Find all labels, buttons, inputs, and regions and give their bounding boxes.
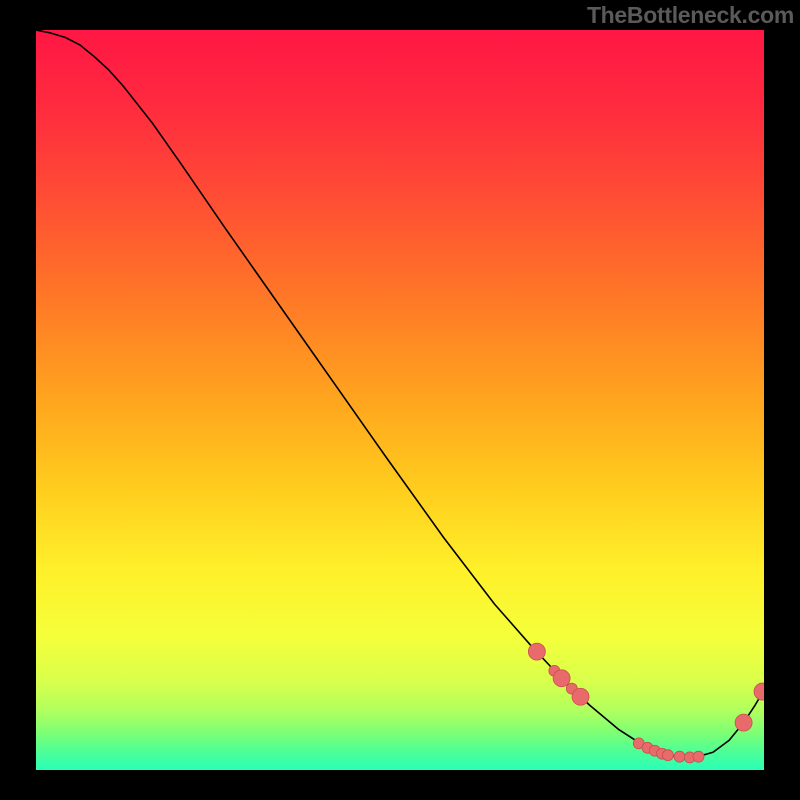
data-marker (674, 751, 685, 762)
bottleneck-chart (0, 0, 800, 800)
data-marker (754, 683, 771, 700)
data-marker (553, 670, 570, 687)
data-marker (662, 750, 673, 761)
data-marker (735, 714, 752, 731)
data-marker (572, 688, 589, 705)
watermark-text: TheBottleneck.com (587, 0, 800, 29)
data-marker (693, 751, 704, 762)
data-marker (528, 643, 545, 660)
gradient-background (36, 30, 764, 770)
